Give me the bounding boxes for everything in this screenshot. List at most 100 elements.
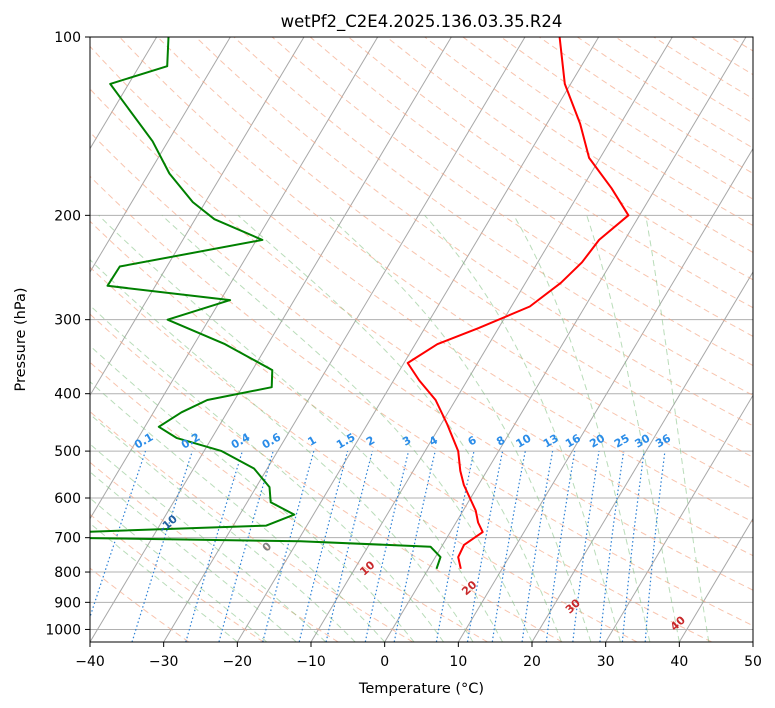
mixing-ratio-line (262, 450, 315, 642)
mixing-ratio-label: 4 (427, 433, 440, 448)
isotherm-line (90, 37, 305, 397)
y-tick-label: 600 (54, 491, 81, 507)
y-tick-label: 400 (54, 387, 81, 403)
mixing-ratio-label: 20 (587, 431, 607, 450)
y-tick-label: 300 (54, 313, 81, 329)
dry-adiabat-line (90, 45, 753, 523)
dry-adiabat-label: 40 (668, 613, 688, 633)
dry-adiabat-line (90, 513, 264, 642)
dry-adiabat-label: 20 (459, 578, 479, 598)
mixing-ratio-line (298, 450, 349, 642)
line-labels: 0.1 0.2 0.4 0.6 1 1.5 2 3 4 6 8 10 13 16 20 25 30 36-1001… (132, 430, 688, 633)
dry-adiabat-line (309, 37, 753, 337)
mixing-ratio-label: 8 (494, 434, 507, 449)
isotherm-line (605, 394, 753, 642)
isotherm-line (0, 37, 9, 642)
moist-adiabat-line (98, 214, 503, 642)
moist-adiabat-line (327, 214, 592, 642)
isotherm-line (163, 37, 526, 642)
moist-adiabat-line (90, 259, 474, 642)
mixing-ratio-label: 0.6 (260, 430, 284, 451)
dry-adiabat-line (90, 220, 712, 642)
x-tick-label: 0 (380, 654, 389, 670)
x-tick-label: −30 (149, 654, 179, 670)
moist-adiabat-line (513, 215, 651, 642)
mixing-ratio-line (545, 451, 576, 642)
y-tick-label: 900 (54, 595, 81, 611)
y-tick-label: 200 (54, 208, 81, 224)
mixing-ratio-line (131, 450, 193, 642)
dry-adiabat-line (90, 175, 753, 627)
background-lines (0, 37, 753, 642)
dry-adiabat-line (90, 361, 488, 642)
dry-adiabat-label: 30 (563, 596, 583, 616)
y-axis-title: Pressure (hPa) (13, 287, 29, 391)
mixing-ratio-label: 10 (514, 431, 534, 450)
dry-adiabat-line (577, 37, 753, 149)
x-tick-label: 20 (523, 654, 541, 670)
dry-adiabat-line (424, 37, 753, 253)
x-tick-label: −10 (296, 654, 326, 670)
mixing-ratio-label: 0.1 (132, 431, 155, 452)
mixing-ratio-label: 0.4 (229, 430, 253, 451)
mixing-ratio-line (521, 450, 554, 642)
mixing-ratio-label: 3 (400, 434, 413, 449)
dry-adiabat-label: -10 (156, 512, 180, 535)
dry-adiabat-line (195, 37, 753, 427)
x-tick-label: 40 (670, 654, 688, 670)
y-tick-label: 100 (54, 30, 81, 46)
isotherm-line (90, 37, 379, 520)
mixing-ratio-line (393, 450, 436, 642)
x-tick-label: 50 (744, 654, 762, 670)
dry-adiabat-line (538, 37, 753, 174)
dry-adiabat-line (90, 411, 414, 642)
mixing-ratio-line (572, 451, 600, 642)
moist-adiabat-line (586, 215, 680, 642)
mixing-ratio-label: 2 (364, 434, 377, 449)
y-tick-label: 800 (54, 565, 81, 581)
isotherm-line (310, 37, 673, 642)
moist-adiabat-line (90, 471, 297, 642)
isotherm-line (752, 641, 753, 642)
chart-title: wetPf2_C2E4.2025.136.03.35.R24 (281, 12, 563, 32)
dry-adiabat-line (348, 37, 753, 309)
dry-adiabat-line (653, 37, 753, 100)
dry-adiabat-line (90, 266, 638, 642)
isotherm-line (384, 37, 747, 642)
mixing-ratio-line (325, 450, 373, 642)
mixing-ratio-label: 13 (541, 432, 561, 451)
dry-adiabat-line (90, 461, 339, 642)
moist-adiabat-line (90, 497, 268, 642)
y-tick-label: 500 (54, 444, 81, 460)
mixing-ratio-label: 1 (306, 434, 319, 449)
x-tick-label: −40 (75, 654, 105, 670)
isotherm-line (531, 270, 753, 642)
x-tick-label: 30 (597, 654, 615, 670)
mixing-ratio-line (644, 451, 666, 642)
axis-ticks: −40 −30 −20 −10 0 10 20 30 40 5010020030040050060… (45, 30, 762, 670)
mixing-ratio-line (218, 450, 274, 642)
mixing-ratio-line (599, 451, 625, 642)
profile-lines (90, 37, 630, 570)
y-tick-label: 1000 (45, 622, 81, 638)
plot-frame (89, 36, 754, 643)
dry-adiabat-line (233, 37, 753, 396)
moist-adiabat-line (90, 413, 356, 642)
x-tick-label: 10 (449, 654, 467, 670)
temperature-line (406, 37, 630, 570)
isotherm-line (678, 517, 753, 642)
dry-adiabat-line (119, 37, 753, 490)
dry-adiabat-line (157, 37, 753, 458)
y-tick-label: 700 (54, 531, 81, 547)
isotherm-line (457, 147, 753, 642)
mixing-ratio-label: 0.2 (179, 431, 202, 452)
isotherm-line (90, 37, 158, 150)
moist-adiabat-line (90, 381, 386, 642)
dry-adiabat-label: 10 (357, 558, 377, 578)
isotherm-line (90, 37, 452, 642)
mixing-ratio-line (185, 450, 243, 642)
isotherm-line (90, 37, 231, 273)
mixing-ratio-label: 6 (466, 433, 479, 448)
x-tick-label: −20 (223, 654, 253, 670)
